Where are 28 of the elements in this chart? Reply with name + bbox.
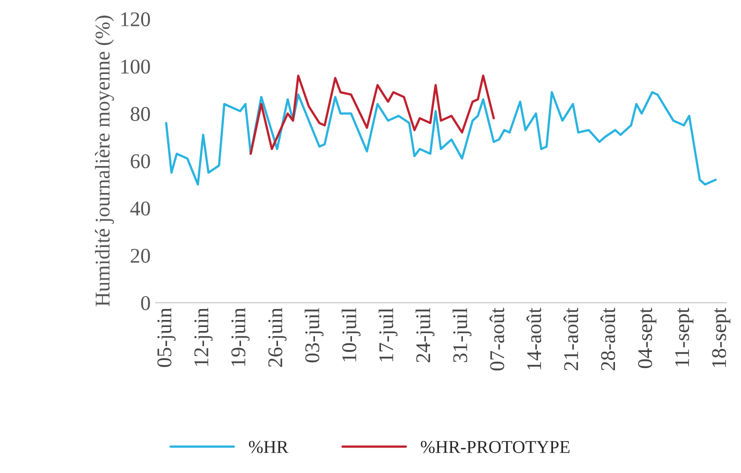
y-tick-label: 60 [130, 154, 150, 168]
x-tick-label: 14-août [526, 308, 542, 370]
y-tick-label: 100 [121, 60, 150, 74]
x-tick-label: 10-juil [342, 308, 361, 362]
x-tick-label: 18-sept [712, 308, 730, 368]
line-series [250, 74, 495, 155]
legend-label: %HR-PROTOTYPE [420, 440, 570, 454]
x-tick-label: 28-août [600, 308, 616, 370]
x-tick-label: 19-juin [231, 308, 250, 366]
x-tick-label: 31-juil [452, 308, 472, 362]
y-tick-label: 40 [130, 201, 150, 216]
line-series [165, 91, 717, 186]
x-tick-label: 07-août [490, 308, 504, 370]
x-tick-label: 04-sept [638, 308, 656, 368]
y-tick-label: 120 [121, 12, 150, 26]
y-tick-label: 20 [130, 248, 150, 263]
x-tick-label: 24-juil [416, 308, 434, 362]
x-tick-label: 12-juin [194, 308, 213, 366]
y-tick-label: 0 [141, 296, 150, 310]
y-axis-title: Humidité journalière moyenne (%) [94, 16, 114, 306]
legend-label: %HR [248, 440, 288, 454]
x-tick-label: 21-août [563, 308, 578, 370]
x-tick-label: 26-juin [268, 308, 287, 367]
x-tick-label: 11-sept [675, 308, 694, 366]
x-tick-label: 03-juil [304, 308, 324, 362]
y-tick-label: 80 [130, 106, 150, 121]
x-tick-label: 17-juil [378, 308, 398, 362]
x-tick-label: 05-juin [157, 308, 176, 367]
